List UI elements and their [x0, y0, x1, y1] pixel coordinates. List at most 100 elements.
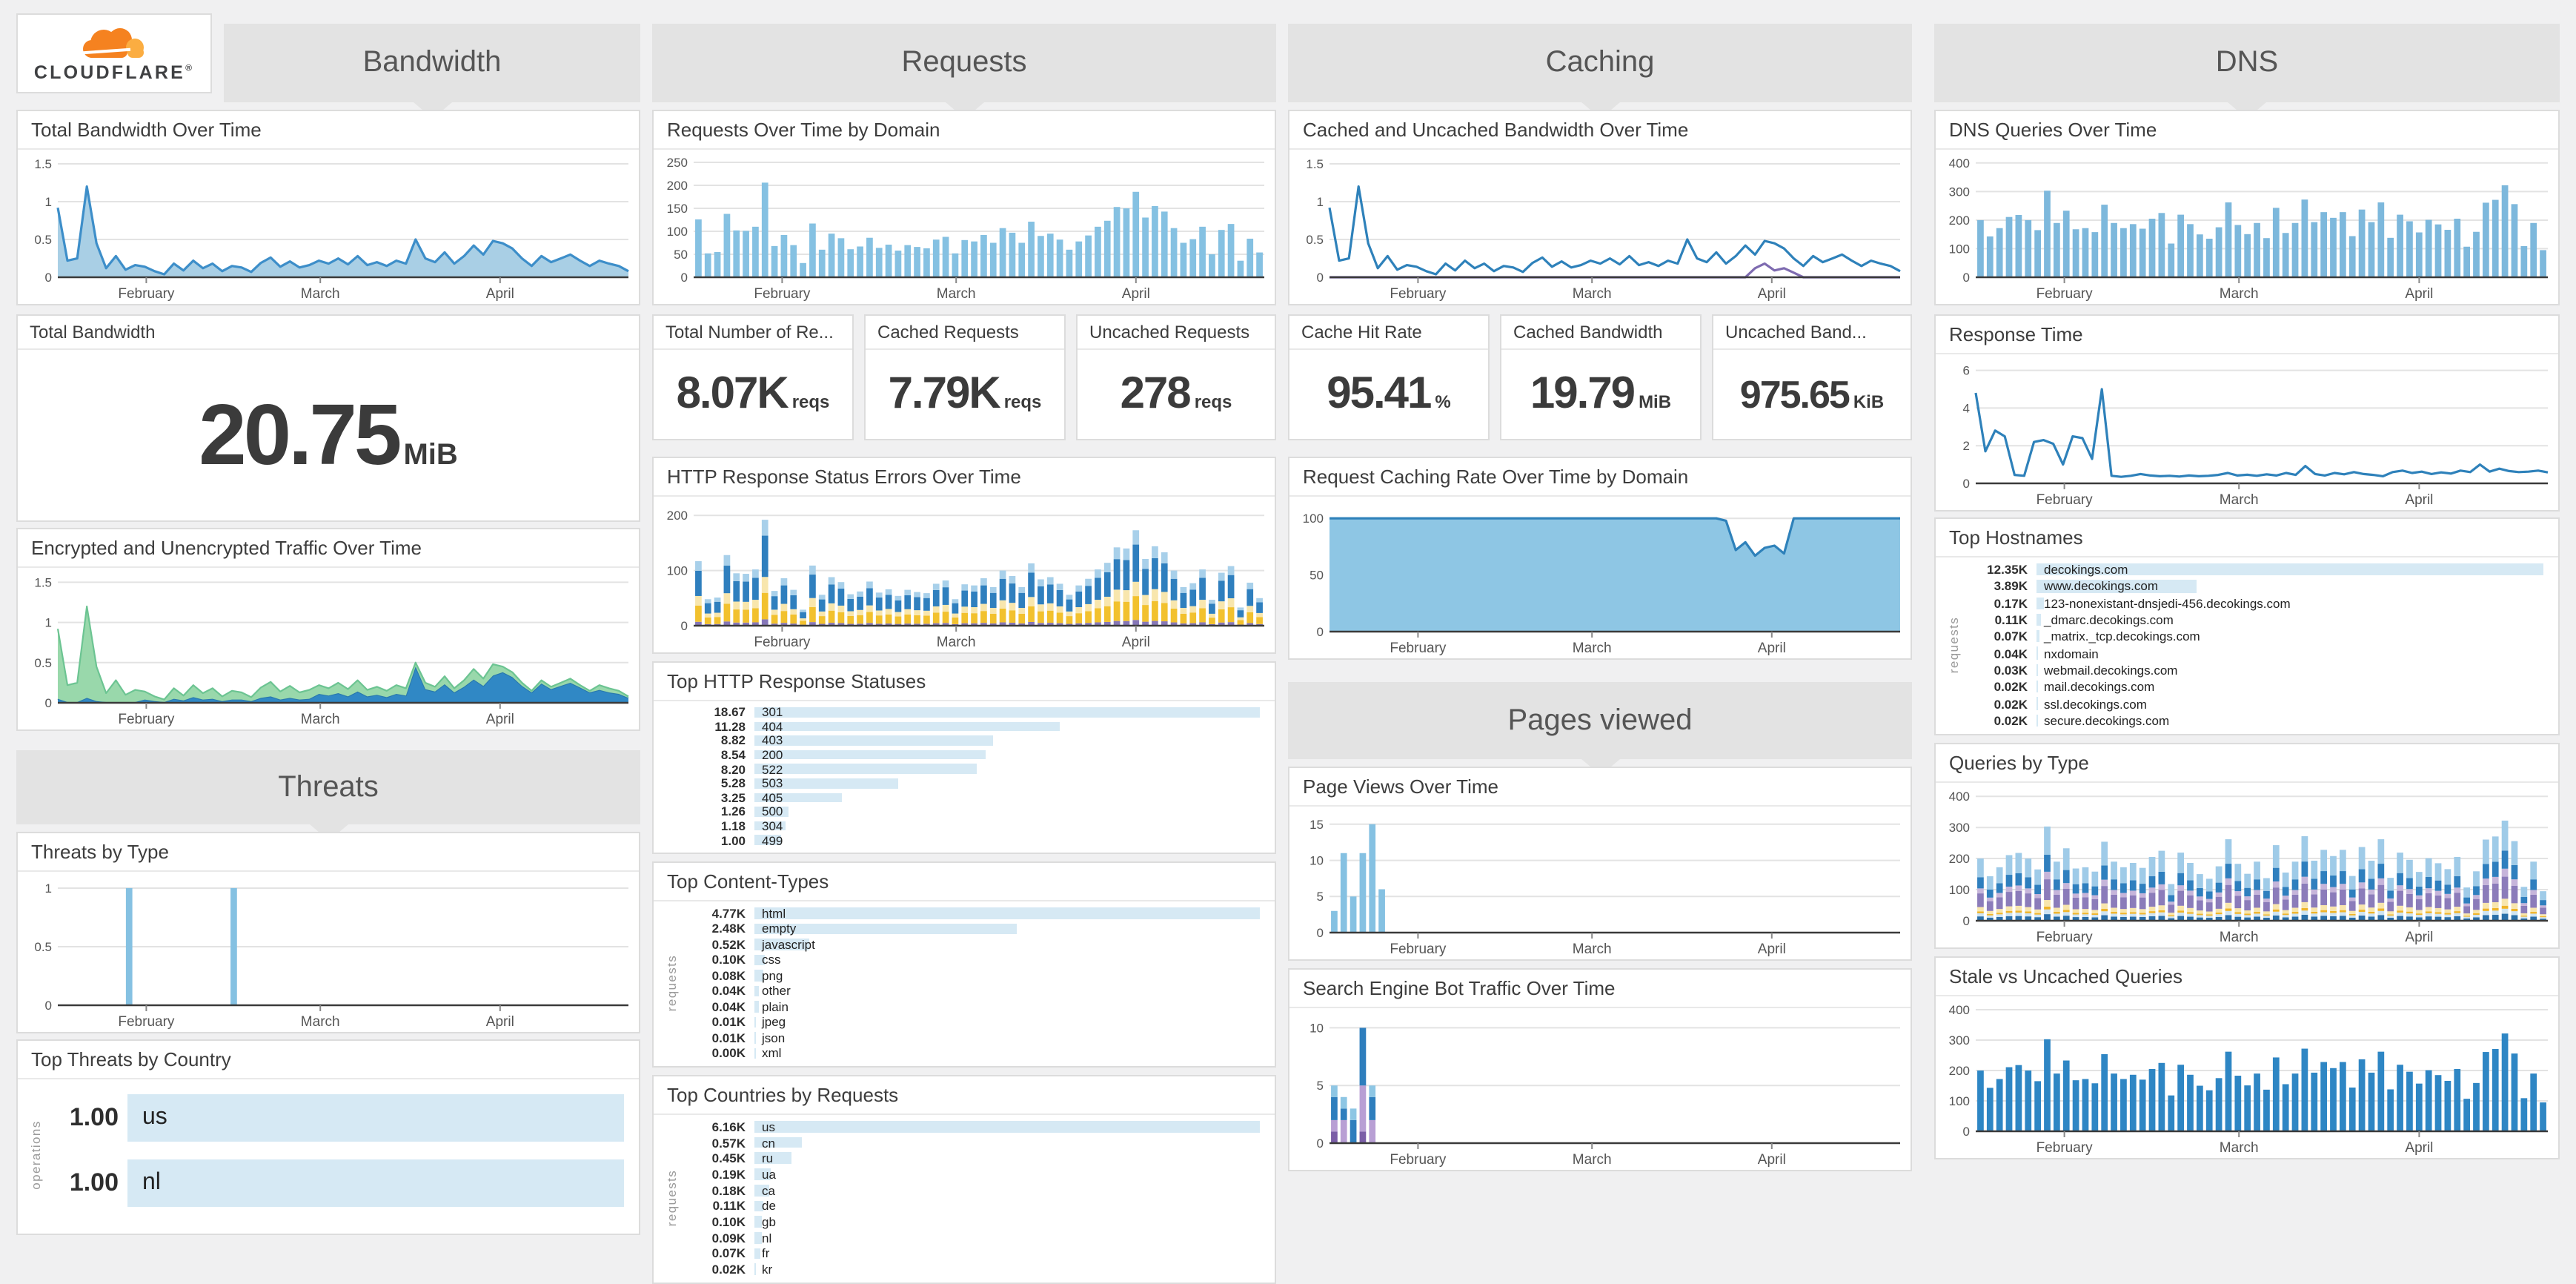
list-item: 0.07K _matrix._tcp.decokings.com — [1968, 629, 2543, 644]
card-title: Response Time — [1936, 316, 2558, 354]
list-item: 0.02K secure.decokings.com — [1968, 712, 2543, 728]
svg-text:March: March — [301, 712, 340, 727]
svg-text:0: 0 — [681, 619, 688, 633]
card-title: Top Hostnames — [1936, 519, 2558, 557]
stat-number: 20.75 — [199, 387, 402, 483]
card-top-statuses: Top HTTP Response Statuses 18.67 301 11.28… — [652, 661, 1276, 854]
svg-text:0: 0 — [1963, 914, 1970, 928]
card-encrypted-traffic: Encrypted and Unencrypted Traffic Over T… — [16, 528, 640, 731]
card-requests-over-time: Requests Over Time by Domain 0 50 100 150 20… — [652, 110, 1276, 305]
list-bar — [754, 954, 766, 965]
page-views-chart: 0 5 10 15 February March April — [1289, 807, 1911, 959]
list-bar — [754, 749, 986, 760]
list-bar — [2036, 697, 2039, 710]
card-cached-bandwidth: Cached Bandwidth 19.79 MiB — [1500, 314, 1702, 440]
list-bar — [2036, 597, 2044, 609]
list-rows: 12.35K decokings.com 3.89K www.decokings.co… — [1968, 562, 2543, 728]
list-bar — [2036, 613, 2042, 626]
list-bar-track: us — [127, 1093, 624, 1143]
list-bar-track: mail.decokings.com — [2036, 679, 2543, 695]
list-label: us — [762, 1119, 775, 1134]
top-threats-list: operations 1.00 us 1.00 nl — [18, 1079, 639, 1234]
list-label: 200 — [762, 747, 783, 763]
card-title: Queries by Type — [1936, 744, 2558, 783]
list-value: 0.08K — [711, 967, 746, 983]
list-axis-label: operations — [28, 1120, 43, 1190]
card-title: Requests Over Time by Domain — [654, 111, 1275, 150]
list-axis-label: requests — [664, 1168, 679, 1226]
stat-unit: KiB — [1853, 391, 1885, 411]
svg-text:100: 100 — [1303, 512, 1324, 526]
list-bar-track: de — [754, 1199, 1260, 1214]
card-dns-queries: DNS Queries Over Time 0 100 200 300 400 Febru… — [1934, 110, 2560, 305]
list-item: 8.82 403 — [686, 733, 1260, 748]
card-title: DNS Queries Over Time — [1936, 111, 2558, 150]
card-title: Top Countries by Requests — [654, 1076, 1275, 1115]
total-bandwidth-chart: 0 0.5 1 1.5 February March April — [18, 150, 639, 304]
svg-text:April: April — [2405, 492, 2433, 508]
list-item: 0.02K ssl.decokings.com — [1968, 696, 2543, 712]
svg-text:March: March — [937, 635, 976, 650]
stat-value: 20.75 MiB — [18, 350, 639, 520]
list-bar — [754, 1032, 757, 1043]
list-label: 405 — [762, 790, 783, 805]
stat-unit: MiB — [403, 439, 458, 471]
svg-text:0: 0 — [45, 999, 52, 1013]
card-top-hostnames: Top Hostnames requests 12.35K decokings.co… — [1934, 517, 2560, 735]
list-value: 0.04K — [711, 983, 746, 999]
svg-text:March: March — [1573, 641, 1612, 656]
list-label: nl — [762, 1230, 772, 1245]
list-value: 0.02K — [711, 1262, 746, 1277]
dns-queries-chart: 0 100 200 300 400 February March April — [1936, 150, 2558, 304]
svg-text:0: 0 — [1963, 477, 1970, 491]
list-bar-track: nl — [754, 1231, 1260, 1245]
chart-canvas: 0 100 200 February March April — [667, 509, 1264, 650]
card-title: Uncached Requests — [1078, 316, 1275, 350]
top-statuses-list: 18.67 301 11.28 404 8.82 403 8.54 200 8.20 522 5.2… — [654, 701, 1275, 853]
svg-text:400: 400 — [1949, 1003, 1970, 1017]
stat-value: 8.07K reqs — [654, 350, 852, 439]
list-item: 0.04K plain — [686, 999, 1260, 1014]
svg-text:400: 400 — [1949, 156, 1970, 171]
list-bar-track: fr — [754, 1246, 1260, 1261]
list-bar-track: html — [754, 906, 1260, 921]
list-item: 0.19K ua — [686, 1166, 1260, 1182]
chart-canvas: 0 0.5 1 1.5 February March April — [34, 575, 629, 727]
section-header-pages-viewed: Pages viewed — [1288, 682, 1912, 775]
list-bar — [754, 907, 1260, 919]
list-item: 0.57K cn — [686, 1135, 1260, 1150]
card-title: Total Bandwidth Over Time — [18, 111, 639, 150]
list-value: 1.00 — [69, 1168, 119, 1197]
svg-text:200: 200 — [667, 179, 688, 193]
list-bar — [754, 721, 1060, 732]
list-value: 0.11K — [712, 1198, 746, 1214]
stat-value: 7.79K reqs — [866, 350, 1064, 439]
stat-value: 19.79 MiB — [1501, 350, 1700, 439]
svg-text:April: April — [2405, 1140, 2433, 1156]
card-title: Cache Hit Rate — [1289, 316, 1488, 350]
response-time-chart: 0 2 4 6 February March April — [1936, 354, 2558, 510]
list-value: 0.19K — [711, 1166, 746, 1182]
svg-text:300: 300 — [1949, 1033, 1970, 1048]
list-label: 499 — [762, 833, 783, 848]
list-bar — [754, 821, 786, 831]
svg-text:April: April — [1758, 641, 1786, 656]
encrypted-traffic-chart: 0 0.5 1 1.5 February March April — [18, 568, 639, 729]
list-bar — [754, 707, 1260, 718]
svg-text:February: February — [118, 286, 175, 302]
svg-text:200: 200 — [1949, 214, 1970, 228]
svg-text:March: March — [2220, 1140, 2259, 1156]
svg-text:200: 200 — [667, 509, 688, 523]
list-rows: 1.00 us 1.00 nl — [50, 1084, 624, 1237]
list-item: 1.00 us — [50, 1093, 624, 1143]
list-value: 8.54 — [720, 747, 746, 763]
svg-text:1.5: 1.5 — [34, 575, 52, 589]
list-bar-track: secure.decokings.com — [2036, 712, 2543, 728]
card-bot-traffic: Search Engine Bot Traffic Over Time 0 5 10… — [1288, 968, 1912, 1171]
list-label: nxdomain — [2044, 646, 2099, 661]
list-item: 0.45K ru — [686, 1151, 1260, 1166]
svg-text:0: 0 — [1317, 625, 1324, 639]
list-item: 0.09K nl — [686, 1231, 1260, 1245]
card-cached-uncached-bandwidth: Cached and Uncached Bandwidth Over Time … — [1288, 110, 1912, 305]
list-label: 500 — [762, 804, 783, 819]
